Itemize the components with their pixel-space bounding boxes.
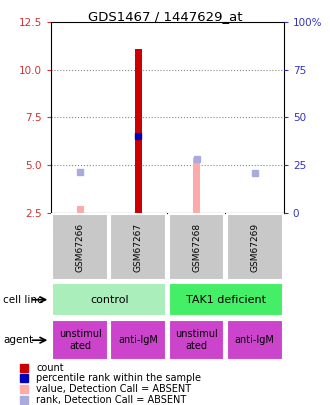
Bar	[111, 320, 166, 360]
Bar	[111, 214, 166, 280]
Bar	[169, 284, 282, 316]
Bar	[52, 284, 166, 316]
Text: GSM67267: GSM67267	[134, 222, 143, 272]
Text: percentile rank within the sample: percentile rank within the sample	[36, 373, 201, 384]
Bar	[169, 320, 224, 360]
Text: TAK1 deficient: TAK1 deficient	[186, 295, 266, 305]
Text: GDS1467 / 1447629_at: GDS1467 / 1447629_at	[88, 10, 242, 23]
Bar	[169, 214, 224, 280]
Text: unstimul
ated: unstimul ated	[59, 329, 102, 351]
Bar	[227, 320, 282, 360]
Text: agent: agent	[3, 335, 33, 345]
Text: GSM67266: GSM67266	[76, 222, 85, 272]
Bar	[77, 206, 84, 213]
Text: anti-IgM: anti-IgM	[118, 335, 158, 345]
Text: control: control	[90, 295, 129, 305]
Text: GSM67268: GSM67268	[192, 222, 201, 272]
Text: unstimul
ated: unstimul ated	[175, 329, 218, 351]
Text: count: count	[36, 363, 64, 373]
Text: cell line: cell line	[3, 295, 44, 305]
Bar	[193, 158, 200, 213]
Text: rank, Detection Call = ABSENT: rank, Detection Call = ABSENT	[36, 395, 187, 405]
Text: value, Detection Call = ABSENT: value, Detection Call = ABSENT	[36, 384, 192, 394]
Bar	[52, 214, 108, 280]
Bar	[227, 214, 282, 280]
Text: anti-IgM: anti-IgM	[235, 335, 275, 345]
Bar	[52, 320, 108, 360]
Bar	[135, 49, 142, 213]
Text: GSM67269: GSM67269	[250, 222, 259, 272]
